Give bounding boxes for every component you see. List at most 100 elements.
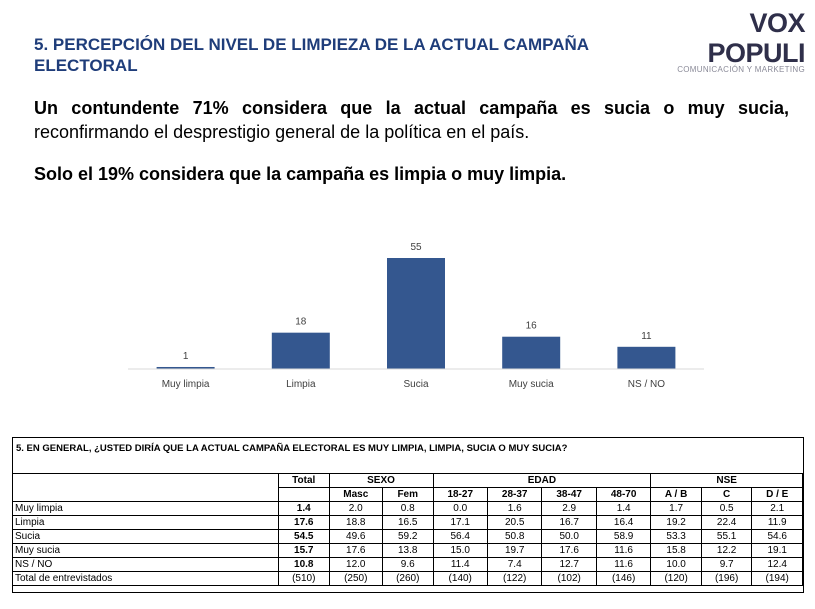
subheader: A / B	[650, 487, 702, 502]
subheader: Masc	[328, 487, 383, 502]
logo-tagline: COMUNICACIÓN Y MARKETING	[677, 65, 805, 74]
table-cell: 0.0	[432, 501, 488, 516]
table-cell: 17.1	[432, 515, 488, 530]
logo-name: VOX POPULI	[707, 8, 805, 68]
bar-chart: 1 Muy limpia 18 Limpia 55 Sucia 16 Muy sucia 11 N…	[128, 242, 704, 390]
table-cell: 11.9	[751, 515, 803, 530]
table-cell: 49.6	[328, 529, 383, 544]
table-row: Limpia 17.6 18.8 16.5 17.1 20.5 16.7 16.4 19.2 22…	[13, 515, 803, 530]
table-cell: 12.4	[751, 557, 803, 572]
table-cell: 56.4	[432, 529, 488, 544]
table-cell: 18.8	[328, 515, 383, 530]
subheader: C	[700, 487, 753, 502]
row-label: Sucia	[13, 529, 279, 544]
bar-3	[502, 336, 561, 369]
table-corner	[13, 473, 279, 502]
table-cell: 12.7	[541, 557, 597, 572]
table-cell: 2.9	[541, 501, 597, 516]
row-label: Muy sucia	[13, 543, 279, 558]
table-cell: (196)	[700, 571, 753, 586]
table-row: NS / NO 10.8 12.0 9.6 11.4 7.4 12.7 11.6 10.0 9.7…	[13, 557, 803, 572]
bars-group: 1 Muy limpia 18 Limpia 55 Sucia 16 Muy sucia 11 N…	[156, 242, 676, 390]
results-table-box: 5. EN GENERAL, ¿USTED DIRÍA QUE LA ACTUA…	[12, 437, 804, 593]
table-cell: (250)	[328, 571, 383, 586]
subheader: 48-70	[595, 487, 652, 502]
table-cell: 9.6	[381, 557, 434, 572]
data-label: 1	[183, 351, 189, 362]
data-label: 18	[295, 317, 307, 328]
header-total-sub	[278, 487, 330, 502]
table-body: Muy limpia 1.4 2.0 0.8 0.0 1.6 2.9 1.4 1.7 0.5 2.1…	[13, 501, 803, 586]
table-cell: 15.8	[650, 543, 702, 558]
table-cell: 53.3	[650, 529, 702, 544]
header-sexo: SEXO	[328, 473, 434, 488]
category-label: NS / NO	[628, 379, 665, 390]
subheader: 28-37	[486, 487, 543, 502]
summary-bold-text: Un contundente 71% considera que la actu…	[34, 98, 789, 118]
bar-4	[617, 346, 676, 369]
table-cell: 58.9	[595, 529, 652, 544]
table-cell: 15.0	[432, 543, 488, 558]
subheader: 38-47	[541, 487, 597, 502]
table-cell: (120)	[650, 571, 702, 586]
total-cell: 10.8	[278, 557, 330, 572]
table-cell: 20.5	[486, 515, 543, 530]
bar-1	[271, 332, 330, 369]
table-cell: 12.0	[328, 557, 383, 572]
table-cell: 0.8	[381, 501, 434, 516]
table-cell: 17.6	[541, 543, 597, 558]
table-cell: 11.6	[595, 557, 652, 572]
header-nse: NSE	[650, 473, 803, 488]
data-label: 55	[410, 242, 422, 253]
table-cell: 11.4	[432, 557, 488, 572]
table-cell: 22.4	[700, 515, 753, 530]
table-cell: 7.4	[486, 557, 543, 572]
table-cell: 17.6	[328, 543, 383, 558]
total-cell: (510)	[278, 571, 330, 586]
data-label: 11	[641, 331, 652, 342]
category-label: Muy sucia	[509, 379, 554, 390]
category-label: Limpia	[286, 379, 316, 390]
table-cell: 10.0	[650, 557, 702, 572]
table-cell: 19.1	[751, 543, 803, 558]
row-label: NS / NO	[13, 557, 279, 572]
table-cell: 12.2	[700, 543, 753, 558]
table-cell: 50.8	[486, 529, 543, 544]
data-label: 16	[526, 321, 538, 332]
table-cell: (194)	[751, 571, 803, 586]
table-cell: 16.4	[595, 515, 652, 530]
table-cell: 2.0	[328, 501, 383, 516]
total-cell: 17.6	[278, 515, 330, 530]
table-cell: 1.7	[650, 501, 702, 516]
summary-paragraph: Un contundente 71% considera que la actu…	[34, 96, 789, 144]
table-cell: (122)	[486, 571, 543, 586]
table-cell: 9.7	[700, 557, 753, 572]
bar-2	[387, 258, 445, 369]
table-row: Sucia 54.5 49.6 59.2 56.4 50.8 50.0 58.9 53.3 55.…	[13, 529, 803, 544]
results-table: Total SEXO EDAD NSE Masc Fem 18-27 28-37…	[13, 473, 803, 586]
table-cell: 54.6	[751, 529, 803, 544]
table-cell: 59.2	[381, 529, 434, 544]
table-question: 5. EN GENERAL, ¿USTED DIRÍA QUE LA ACTUA…	[16, 443, 568, 454]
subheader: Fem	[381, 487, 434, 502]
page-title: 5. PERCEPCIÓN DEL NIVEL DE LIMPIEZA DE L…	[34, 35, 589, 75]
table-cell: 11.6	[595, 543, 652, 558]
table-cell: 0.5	[700, 501, 753, 516]
total-cell: 15.7	[278, 543, 330, 558]
category-label: Sucia	[403, 379, 428, 390]
bar-0	[156, 366, 215, 369]
row-label: Limpia	[13, 515, 279, 530]
table-cell: 13.8	[381, 543, 434, 558]
table-row: Muy limpia 1.4 2.0 0.8 0.0 1.6 2.9 1.4 1.7 0.5 2.1	[13, 501, 803, 516]
summary-normal-text: reconfirmando el desprestigio general de…	[34, 122, 530, 142]
total-cell: 1.4	[278, 501, 330, 516]
table-cell: 16.5	[381, 515, 434, 530]
table-cell: 19.2	[650, 515, 702, 530]
table-cell: 16.7	[541, 515, 597, 530]
row-label: Muy limpia	[13, 501, 279, 516]
table-cell: 2.1	[751, 501, 803, 516]
table-cell: 1.4	[595, 501, 652, 516]
summary-second-paragraph: Solo el 19% considera que la campaña es …	[34, 164, 567, 184]
table-cell: 50.0	[541, 529, 597, 544]
table-cell: 19.7	[486, 543, 543, 558]
